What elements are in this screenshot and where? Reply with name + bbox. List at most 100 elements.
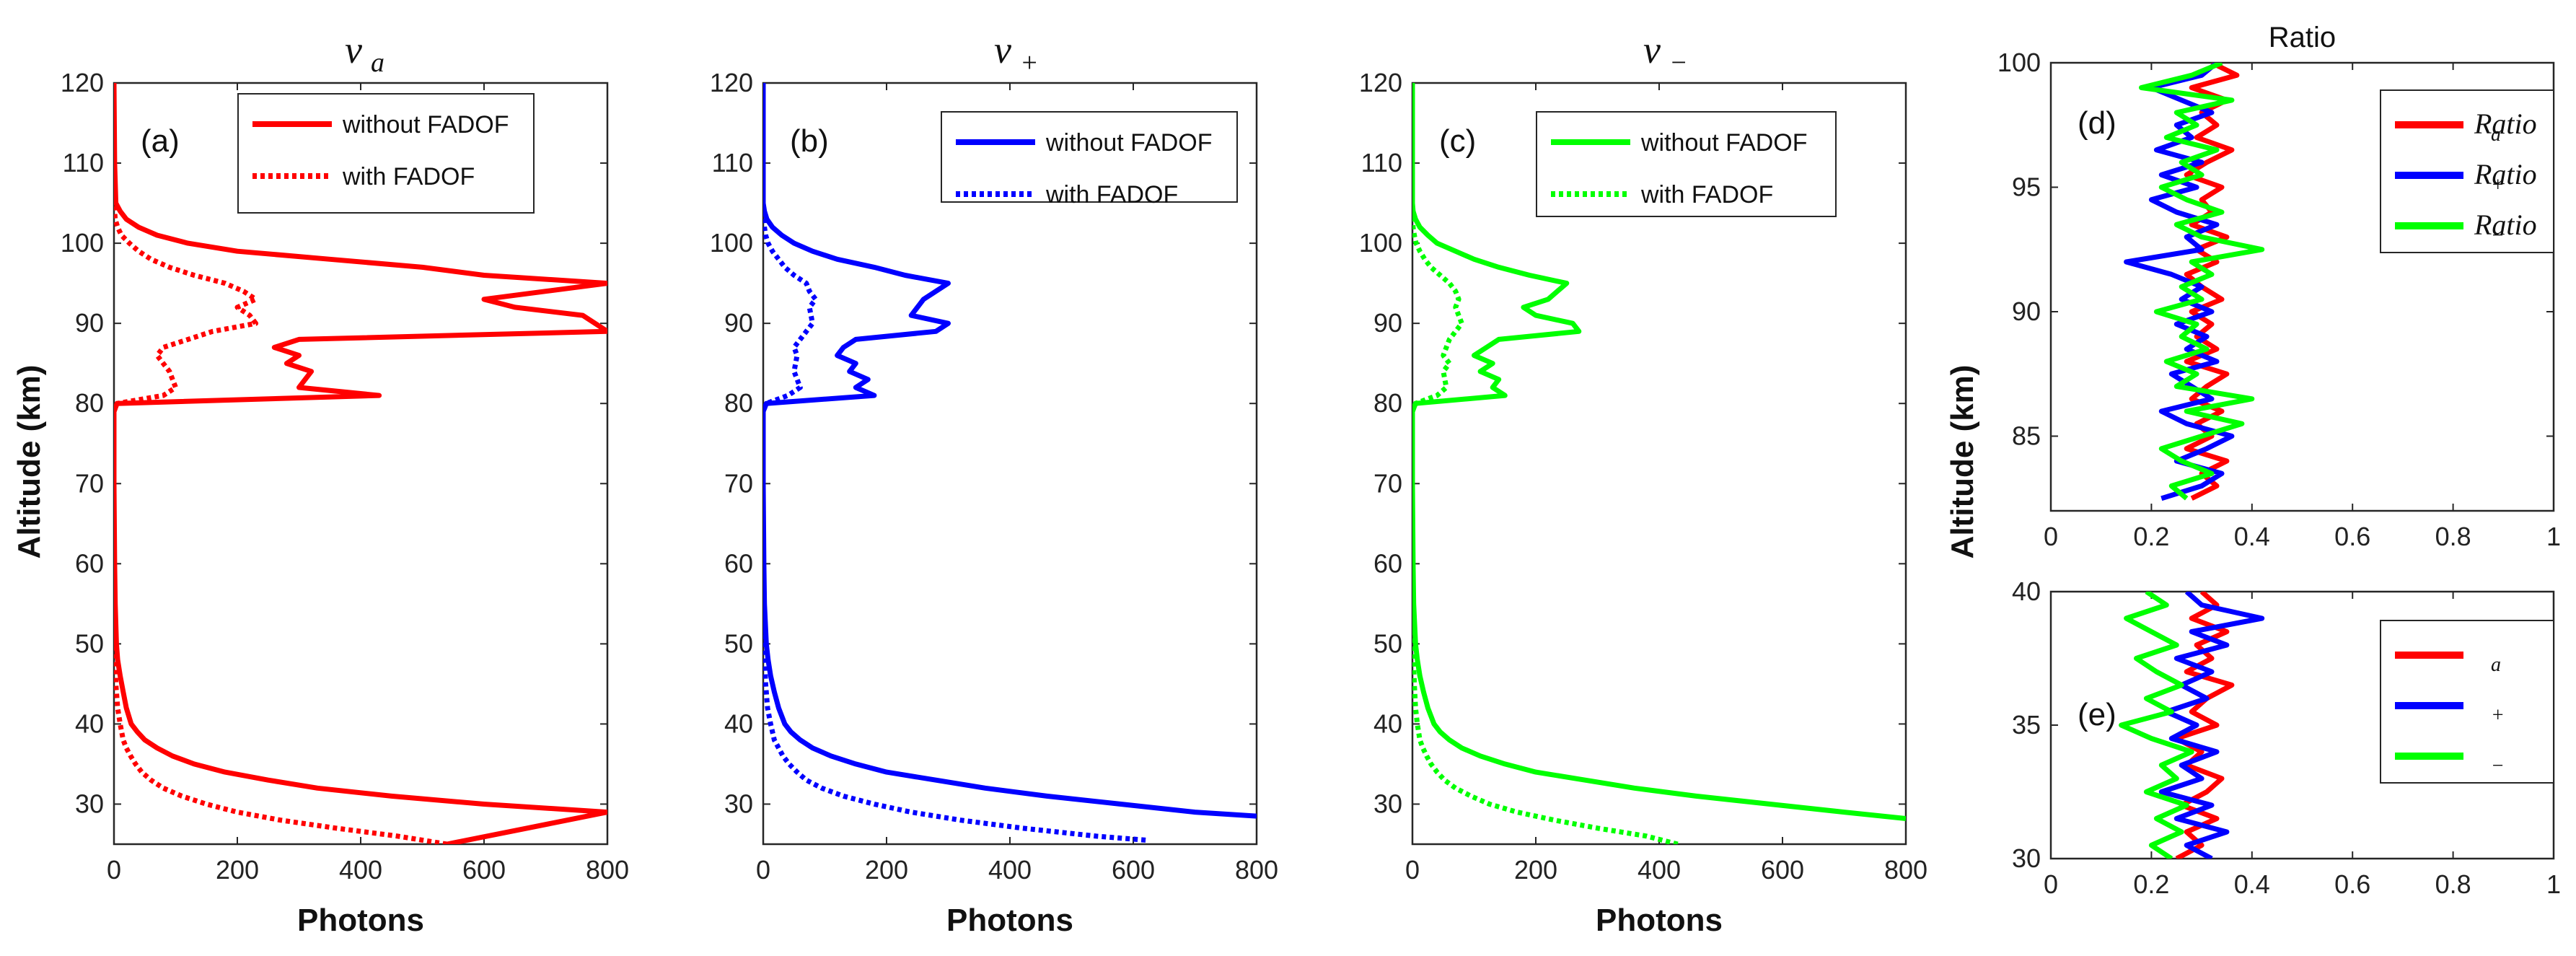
- x-tick-label: 800: [1235, 855, 1278, 885]
- x-tick-label: 600: [1761, 855, 1804, 885]
- y-tick-label: 30: [724, 789, 753, 818]
- legend: without FADOF with FADOF: [941, 111, 1238, 209]
- panel-b: 0 200 400 600 800 30 40 50 60 70 80 90 100 110 120 Phot…: [710, 28, 1278, 938]
- y-tick-label: 90: [75, 308, 104, 338]
- legend-subscript: a: [2491, 654, 2501, 676]
- panel-label: (b): [790, 123, 829, 159]
- x-tick-label: 400: [1638, 855, 1681, 885]
- y-tick-label: 50: [1373, 628, 1402, 658]
- y-tick-label: 120: [1359, 68, 1402, 97]
- x-axis-label: Photons: [1596, 903, 1723, 938]
- x-tick-label: 0.4: [2234, 522, 2270, 551]
- x-tick-label: 600: [1112, 855, 1155, 885]
- panel-e: 0 0.2 0.4 0.6 0.8 1 30 35 40 (e) a + −: [2012, 576, 2561, 899]
- y-tick-label: 100: [710, 228, 753, 258]
- y-tick-label: 40: [75, 709, 104, 738]
- series-line-without-fadof: [114, 83, 607, 844]
- x-tick-label: 800: [586, 855, 629, 885]
- x-tick-label: 400: [988, 855, 1032, 885]
- legend-subscript: +: [2491, 174, 2505, 196]
- y-tick-label: 60: [1373, 548, 1402, 578]
- legend-symbol: Ratio: [2474, 209, 2537, 241]
- panel-title: Ratio: [2269, 22, 2336, 53]
- y-tick-label: 100: [61, 228, 104, 258]
- x-tick-label: 0.2: [2133, 869, 2169, 899]
- y-tick-label: 100: [1997, 48, 2041, 77]
- y-tick-label: 50: [724, 628, 753, 658]
- y-tick-label: 70: [75, 468, 104, 498]
- y-tick-label: 90: [2012, 297, 2041, 326]
- x-tick-label: 0.8: [2435, 869, 2471, 899]
- y-tick-label: 60: [724, 548, 753, 578]
- legend-entry: with FADOF: [1045, 181, 1178, 209]
- panel-title-subscript: −: [1669, 48, 1688, 78]
- x-tick-label: 0.2: [2133, 522, 2169, 551]
- y-tick-label: 30: [2012, 843, 2041, 873]
- x-tick-label: 600: [462, 855, 506, 885]
- legend-entry: without FADOF: [1045, 129, 1213, 157]
- x-tick-label: 0.8: [2435, 522, 2471, 551]
- panel-title: v: [994, 28, 1011, 71]
- x-tick-label: 0.4: [2234, 869, 2270, 899]
- x-tick-label: 0.6: [2334, 869, 2370, 899]
- axes-frame: [762, 82, 1258, 846]
- x-tick-label: 400: [339, 855, 382, 885]
- series-line-v2: [2119, 592, 2194, 859]
- x-tick-label: 0: [1405, 855, 1420, 885]
- y-tick-label: 110: [63, 148, 104, 177]
- y-tick-label: 120: [61, 68, 104, 97]
- y-tick-label: 40: [1373, 709, 1402, 738]
- series-line-without-fadof: [763, 83, 1257, 819]
- y-tick-label: 90: [724, 308, 753, 338]
- series-line-v0: [2173, 592, 2235, 859]
- legend: without FADOF with FADOF: [237, 93, 535, 214]
- x-tick-label: 200: [1514, 855, 1557, 885]
- y-tick-label: 95: [2012, 172, 2041, 202]
- y-tick-label: 85: [2012, 421, 2041, 451]
- legend-box: [941, 111, 1238, 203]
- panel-label: (a): [141, 123, 180, 159]
- y-tick-label: 70: [724, 468, 753, 498]
- y-tick-label: 80: [724, 388, 753, 418]
- legend-symbol: Ratio: [2474, 108, 2537, 140]
- series-line-v1: [2124, 63, 2235, 501]
- y-tick-label: 80: [75, 388, 104, 418]
- series-line-v1: [2158, 592, 2265, 859]
- y-tick-label: 70: [1373, 468, 1402, 498]
- panel-label: (c): [1439, 123, 1476, 159]
- x-tick-label: 800: [1884, 855, 1927, 885]
- legend-entry: with FADOF: [342, 163, 475, 190]
- legend-entry: with FADOF: [1640, 181, 1773, 209]
- x-tick-label: 0: [107, 855, 121, 885]
- y-tick-label: 30: [75, 789, 104, 818]
- series-line-with-fadof: [763, 83, 1146, 843]
- y-tick-label: 35: [2012, 710, 2041, 740]
- series-line-v2: [2139, 63, 2265, 501]
- legend: a + −: [2380, 620, 2554, 784]
- y-tick-label: 110: [1361, 148, 1402, 177]
- legend-subscript: a: [2491, 123, 2501, 146]
- series-line-with-fadof: [114, 83, 448, 844]
- panel-title-subscript: a: [371, 48, 384, 78]
- legend-entry: without FADOF: [342, 111, 509, 139]
- x-tick-label: 1: [2546, 869, 2561, 899]
- x-axis-label: Photons: [297, 903, 424, 938]
- y-tick-label: 50: [75, 628, 104, 658]
- legend-subscript: −: [2491, 224, 2505, 247]
- legend-box: [1536, 111, 1837, 217]
- legend-entry: without FADOF: [1640, 129, 1808, 157]
- legend: without FADOF with FADOF: [1536, 111, 1837, 217]
- panel-title-subscript: +: [1020, 48, 1039, 78]
- x-tick-label: 0: [756, 855, 770, 885]
- y-tick-label: 60: [75, 548, 104, 578]
- legend-subscript: +: [2491, 704, 2505, 727]
- y-tick-label: 110: [712, 148, 753, 177]
- y-tick-label: 40: [2012, 576, 2041, 606]
- x-tick-label: 0: [2044, 869, 2058, 899]
- panel-title: v: [345, 28, 362, 71]
- panel-label: (e): [2078, 697, 2116, 732]
- legend-symbol: Ratio: [2474, 158, 2537, 190]
